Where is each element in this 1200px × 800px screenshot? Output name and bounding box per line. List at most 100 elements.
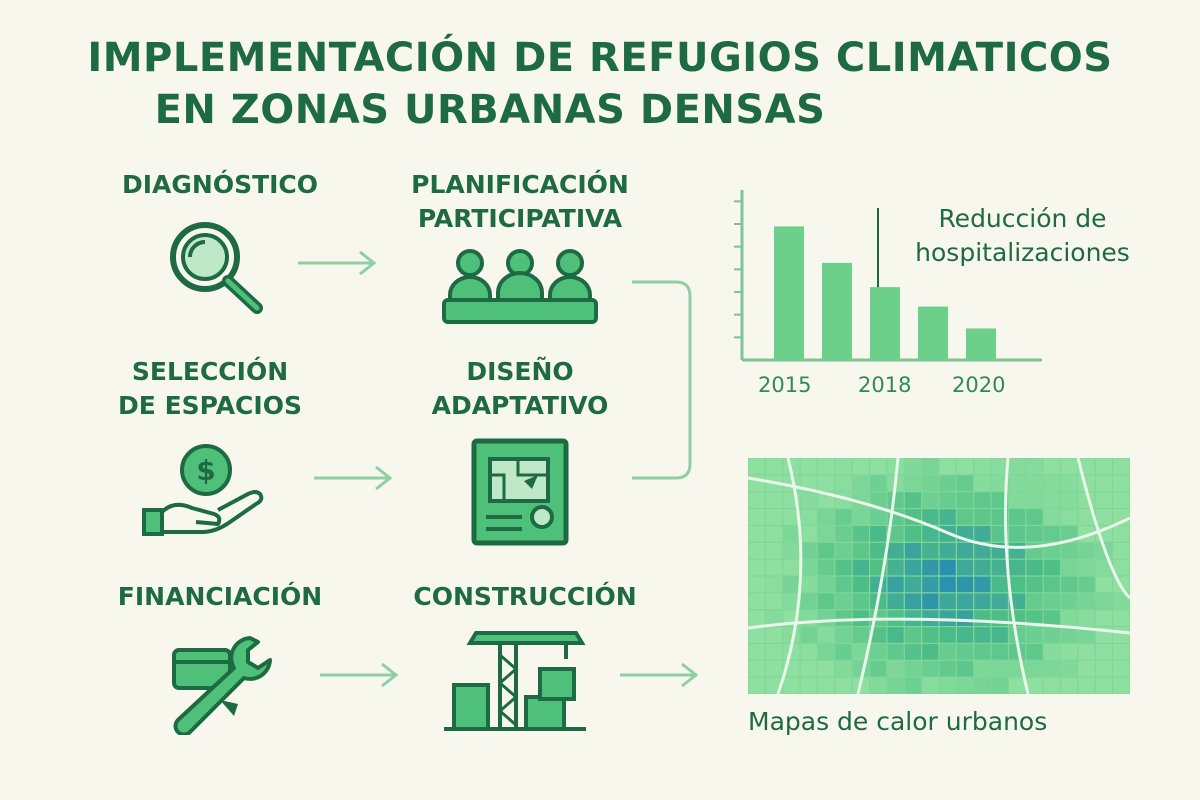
map-block (748, 576, 765, 593)
map-block (974, 610, 991, 626)
map-block (870, 576, 887, 593)
map-block (1061, 660, 1078, 677)
map-block (1113, 593, 1130, 610)
map-block (991, 660, 1008, 677)
map-road (856, 457, 900, 695)
map-block (974, 559, 991, 576)
bar-2016 (822, 262, 852, 360)
map-block (974, 677, 991, 694)
map-block (887, 559, 904, 576)
map-caption: Mapas de calor urbanos (748, 707, 1048, 736)
map-block (956, 509, 974, 525)
crane-buildings-icon (440, 625, 590, 735)
map-block (870, 475, 887, 492)
map-block (852, 542, 869, 559)
map-block (1043, 559, 1060, 576)
map-block (1026, 492, 1043, 508)
map-block (887, 677, 904, 694)
x-tick-label: 2015 (758, 373, 812, 397)
map-block (818, 542, 835, 559)
map-block (1095, 593, 1113, 610)
map-block (887, 576, 904, 593)
x-tick-label: 2020 (952, 373, 1006, 397)
map-block (956, 559, 974, 576)
map-block (835, 677, 852, 694)
map-block (1078, 660, 1095, 677)
map-block (956, 475, 974, 492)
map-block (800, 627, 817, 643)
map-block (1043, 660, 1060, 677)
map-block (1043, 492, 1060, 508)
map-block (922, 576, 939, 593)
map-block (904, 542, 922, 559)
x-tick-label: 2018 (858, 373, 912, 397)
map-block (1009, 542, 1026, 559)
map-block (835, 610, 852, 626)
map-block (956, 660, 974, 677)
map-block (922, 627, 939, 643)
map-block (1026, 627, 1043, 643)
map-block (870, 542, 887, 559)
map-block (991, 576, 1008, 593)
map-block (904, 526, 922, 542)
map-block (748, 644, 765, 660)
map-block (887, 593, 904, 610)
map-block (904, 492, 922, 508)
map-block (1113, 660, 1130, 677)
map-block (748, 526, 765, 542)
map-block (887, 526, 904, 542)
map-block (1009, 593, 1026, 610)
map-block (765, 526, 783, 542)
map-block (974, 458, 991, 475)
map-block (1061, 593, 1078, 610)
map-block (748, 492, 765, 508)
map-block (991, 677, 1008, 694)
map-block (818, 526, 835, 542)
map-block (1009, 677, 1026, 694)
map-block (835, 593, 852, 610)
map-block (956, 492, 974, 508)
map-block (800, 492, 817, 508)
map-block (939, 610, 956, 626)
map-block (974, 627, 991, 643)
map-block (956, 644, 974, 660)
urban-heat-map (747, 457, 1132, 698)
map-block (748, 509, 765, 525)
arrow-right-icon (312, 463, 396, 497)
map-block (991, 492, 1008, 508)
map-block (783, 576, 800, 593)
map-block (1009, 475, 1026, 492)
map-block (1026, 458, 1043, 475)
map-road (747, 617, 1131, 635)
map-block (1095, 492, 1113, 508)
map-block (1061, 509, 1078, 525)
map-block (1095, 559, 1113, 576)
map-block (922, 509, 939, 525)
map-block (870, 660, 887, 677)
map-block (818, 475, 835, 492)
map-block (1113, 610, 1130, 626)
map-block (939, 509, 956, 525)
map-block (939, 542, 956, 559)
map-block (800, 542, 817, 559)
map-road (1076, 457, 1132, 600)
map-block (1026, 526, 1043, 542)
map-block (870, 509, 887, 525)
map-block (974, 644, 991, 660)
map-block (991, 509, 1008, 525)
arrow-right-icon (318, 660, 402, 694)
map-block (765, 593, 783, 610)
map-block (939, 576, 956, 593)
map-block (1095, 677, 1113, 694)
page-title-line1: IMPLEMENTACIÓN DE REFUGIOS CLIMATICOS (87, 35, 1113, 81)
map-block (1078, 509, 1095, 525)
step-label-financiacion: FINANCIACIÓN (117, 582, 323, 611)
map-block (835, 559, 852, 576)
map-block (991, 593, 1008, 610)
map-block (904, 458, 922, 475)
map-block (904, 677, 922, 694)
step-label-diseno: DISEÑO ADAPTATIVO (431, 357, 609, 420)
map-block (1095, 509, 1113, 525)
map-road (747, 476, 1131, 549)
map-block (852, 475, 869, 492)
